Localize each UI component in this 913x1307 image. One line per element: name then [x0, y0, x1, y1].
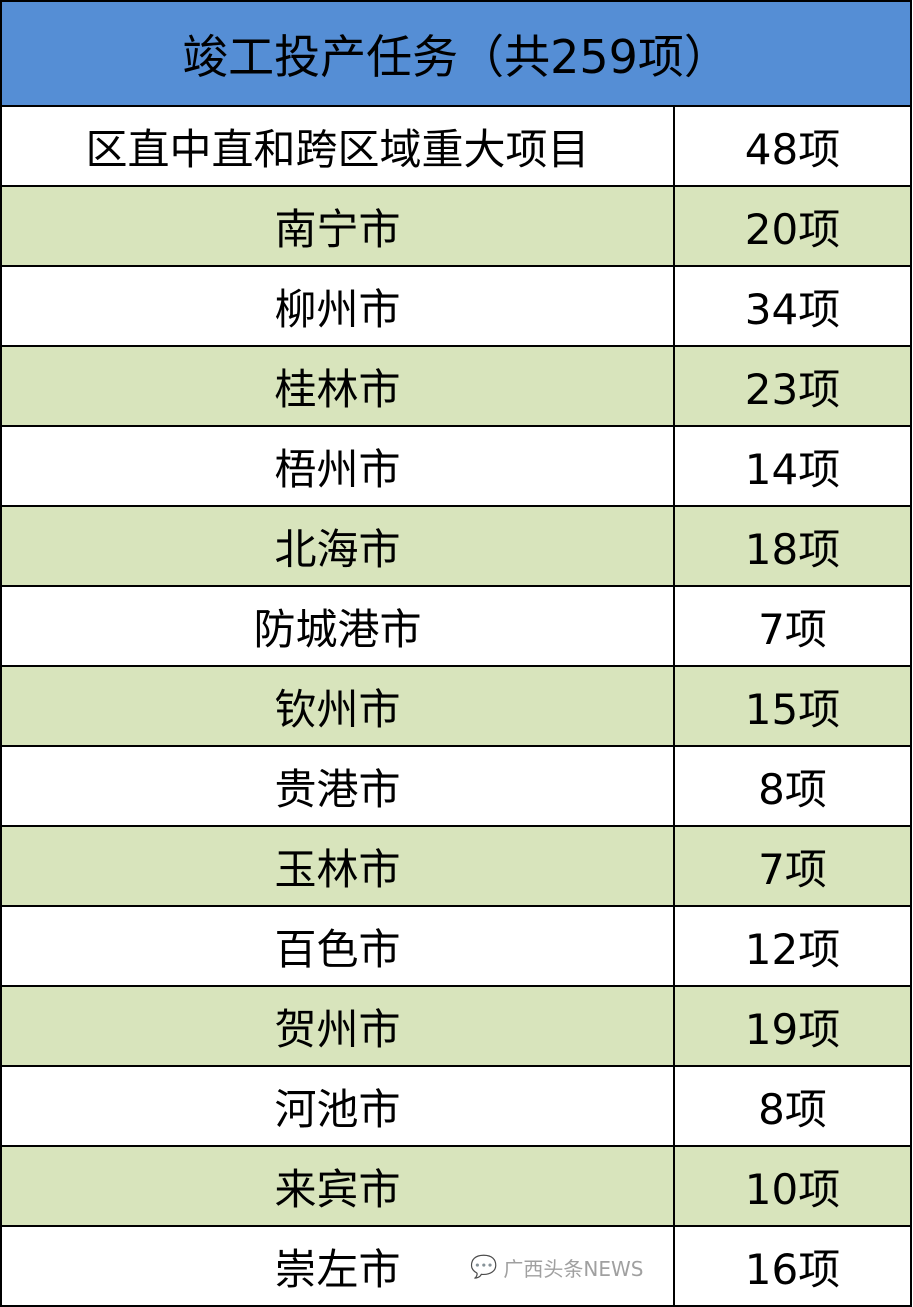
table-row: 柳州市 34项	[0, 265, 912, 347]
wechat-icon: 💬	[470, 1255, 498, 1280]
table-row: 河池市 8项	[0, 1065, 912, 1147]
project-count: 34项	[673, 265, 912, 347]
project-count: 10项	[673, 1145, 912, 1227]
project-count: 20项	[673, 185, 912, 267]
project-count: 12项	[673, 905, 912, 987]
region-name: 区直中直和跨区域重大项目	[0, 105, 675, 187]
project-count: 8项	[673, 1065, 912, 1147]
table-row: 区直中直和跨区域重大项目 48项	[0, 105, 912, 187]
table-row: 钦州市 15项	[0, 665, 912, 747]
project-count: 15项	[673, 665, 912, 747]
region-name: 北海市	[0, 505, 675, 587]
region-name: 百色市	[0, 905, 675, 987]
project-count: 7项	[673, 825, 912, 907]
region-name: 崇左市	[0, 1225, 675, 1307]
region-name: 桂林市	[0, 345, 675, 427]
table-row: 百色市 12项	[0, 905, 912, 987]
project-count: 7项	[673, 585, 912, 667]
watermark-text: 广西头条NEWS	[503, 1257, 644, 1281]
table-row: 桂林市 23项	[0, 345, 912, 427]
region-name: 防城港市	[0, 585, 675, 667]
region-name: 贵港市	[0, 745, 675, 827]
project-count: 19项	[673, 985, 912, 1067]
region-name: 玉林市	[0, 825, 675, 907]
project-count: 14项	[673, 425, 912, 507]
watermark: 💬 广西头条NEWS	[470, 1253, 643, 1282]
region-name: 贺州市	[0, 985, 675, 1067]
table-row: 贺州市 19项	[0, 985, 912, 1067]
table-row: 防城港市 7项	[0, 585, 912, 667]
table-row: 北海市 18项	[0, 505, 912, 587]
table-row: 南宁市 20项	[0, 185, 912, 267]
project-count: 23项	[673, 345, 912, 427]
region-name: 河池市	[0, 1065, 675, 1147]
table-title: 竣工投产任务（共259项）	[0, 0, 912, 107]
table-row: 来宾市 10项	[0, 1145, 912, 1227]
region-name: 南宁市	[0, 185, 675, 267]
region-name: 来宾市	[0, 1145, 675, 1227]
table-row: 梧州市 14项	[0, 425, 912, 507]
project-count: 8项	[673, 745, 912, 827]
project-count: 18项	[673, 505, 912, 587]
project-count: 48项	[673, 105, 912, 187]
region-name: 柳州市	[0, 265, 675, 347]
region-name: 梧州市	[0, 425, 675, 507]
table-row: 崇左市 16项	[0, 1225, 912, 1307]
region-name: 钦州市	[0, 665, 675, 747]
table-row: 贵港市 8项	[0, 745, 912, 827]
project-count: 16项	[673, 1225, 912, 1307]
table-row: 玉林市 7项	[0, 825, 912, 907]
